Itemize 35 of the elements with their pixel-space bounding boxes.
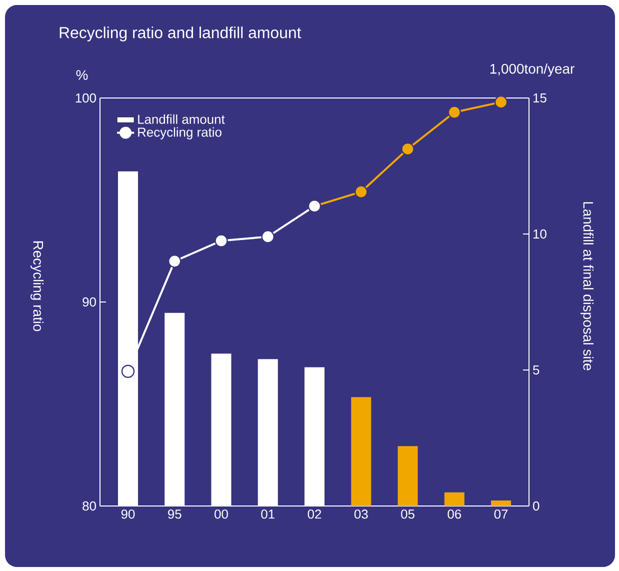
x-tick-label: 90 (121, 510, 135, 519)
y-tick-label: 90 (82, 297, 96, 307)
y2-tick-label: 15 (534, 93, 546, 102)
bar (491, 500, 512, 506)
text: 1,000ton/year (490, 63, 574, 76)
x-tick-label: 05 (401, 510, 414, 519)
text: % (76, 70, 88, 80)
x-tick-label: 07 (494, 510, 508, 519)
y2-tick-label: 0 (533, 501, 540, 511)
x-tick-label: 06 (448, 510, 462, 519)
point (448, 106, 461, 119)
x-tick-label: 01 (261, 510, 274, 519)
chart-title: Recycling ratio and landfill amount (60, 26, 302, 42)
y2-tick-label: 5 (533, 365, 540, 374)
bar (444, 492, 464, 506)
legend-label: Recycling ratio (138, 127, 222, 140)
point (354, 185, 368, 198)
x-tick-label: 95 (168, 510, 182, 519)
point (494, 95, 508, 109)
x-tick-label: 00 (214, 510, 228, 519)
y-tick-label: 80 (82, 501, 96, 511)
x-tick-label: 03 (354, 510, 368, 519)
y2-tick-label: 10 (534, 229, 546, 239)
bar (398, 446, 418, 506)
point (401, 142, 414, 156)
legend-label: Landfill amount (138, 114, 225, 124)
bar (351, 397, 372, 506)
point (214, 234, 228, 248)
x-tick-label: 02 (308, 510, 322, 519)
y-axis-title: Recycling ratio (30, 241, 44, 332)
y-tick-label: 100 (76, 93, 96, 103)
point (168, 254, 182, 268)
point (121, 364, 135, 378)
point (261, 230, 274, 244)
y2-axis-title: Landfill at final disposal site (580, 202, 594, 370)
